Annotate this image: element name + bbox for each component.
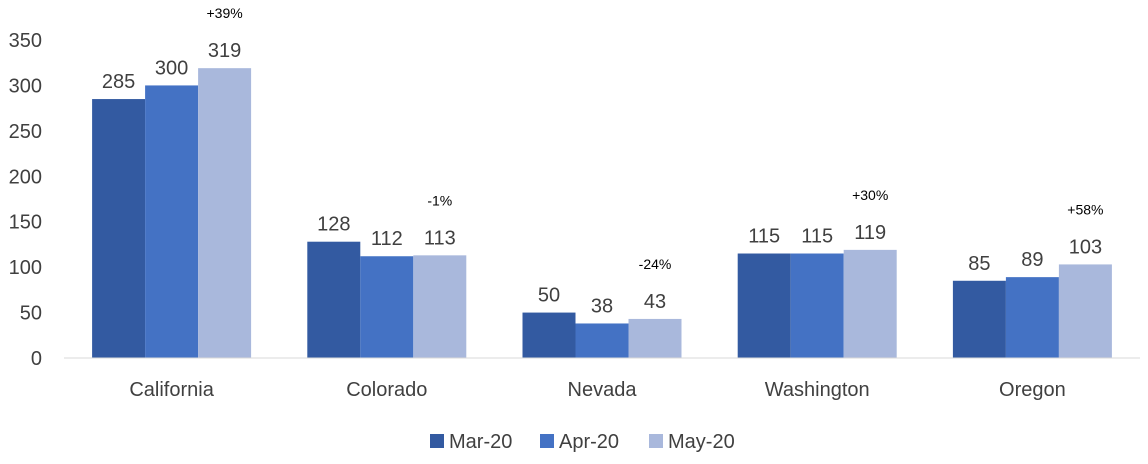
legend: Mar-20 Apr-20 May-20 (430, 431, 735, 453)
data-label: 43 (644, 291, 666, 313)
legend-label: Mar-20 (449, 431, 512, 453)
data-label: 89 (1021, 249, 1043, 271)
change-annotation: -24% (639, 256, 672, 272)
y-tick-label: 100 (9, 257, 42, 279)
change-annotation: +58% (1067, 201, 1103, 217)
y-tick-label: 200 (9, 166, 42, 188)
bar-may-20-colorado (413, 255, 467, 358)
y-tick-label: 150 (9, 212, 42, 234)
category-label: Nevada (568, 379, 638, 401)
data-labels-group: 285 300 319 +39% 128 112 113 -1% 50 38 43 -24% 115 11… (102, 5, 1104, 317)
y-tick-label: 300 (9, 75, 42, 97)
bar-mar-20-nevada (522, 312, 576, 358)
legend-swatch (540, 434, 554, 448)
category-label: Washington (765, 379, 870, 401)
change-annotation: +39% (206, 5, 242, 21)
category-label: Colorado (346, 379, 427, 401)
bar-apr-20-california (145, 85, 199, 358)
bars-group (92, 68, 1112, 359)
category-label: Oregon (999, 379, 1066, 401)
legend-swatch (430, 434, 444, 448)
data-label: 85 (968, 253, 990, 275)
y-axis-ticks: 0 50 100 150 200 250 300 350 (9, 30, 42, 370)
data-label: 128 (317, 214, 350, 236)
bar-mar-20-oregon (952, 280, 1006, 358)
change-annotation: +30% (852, 187, 888, 203)
data-label: 112 (371, 228, 403, 250)
data-label: 119 (854, 222, 886, 244)
y-tick-label: 250 (9, 121, 42, 143)
y-tick-label: 350 (9, 30, 42, 52)
bar-may-20-california (198, 68, 252, 358)
bar-may-20-oregon (1058, 264, 1112, 358)
data-label: 115 (801, 226, 833, 248)
bar-may-20-nevada (628, 318, 682, 358)
data-label: 38 (591, 295, 613, 317)
data-label: 103 (1069, 236, 1102, 258)
bar-may-20-washington (843, 249, 897, 358)
bar-apr-20-washington (790, 253, 844, 358)
legend-swatch (649, 434, 663, 448)
change-annotation: -1% (427, 192, 452, 208)
legend-label: May-20 (668, 431, 735, 453)
bar-mar-20-washington (737, 253, 791, 358)
data-label: 300 (155, 57, 188, 79)
category-label: California (129, 379, 214, 401)
legend-label: Apr-20 (559, 431, 619, 453)
data-label: 115 (748, 226, 780, 248)
y-tick-label: 50 (20, 303, 42, 325)
data-label: 50 (538, 285, 560, 307)
bar-mar-20-california (92, 99, 146, 359)
bar-apr-20-nevada (575, 323, 629, 358)
data-label: 113 (424, 227, 456, 249)
data-label: 319 (208, 40, 241, 62)
bar-apr-20-oregon (1005, 277, 1059, 358)
data-label: 285 (102, 71, 135, 93)
category-labels-group: California Colorado Nevada Washington Oregon (129, 379, 1065, 401)
y-tick-label: 0 (31, 348, 42, 370)
bar-apr-20-colorado (360, 256, 414, 358)
bar-mar-20-colorado (307, 241, 361, 358)
